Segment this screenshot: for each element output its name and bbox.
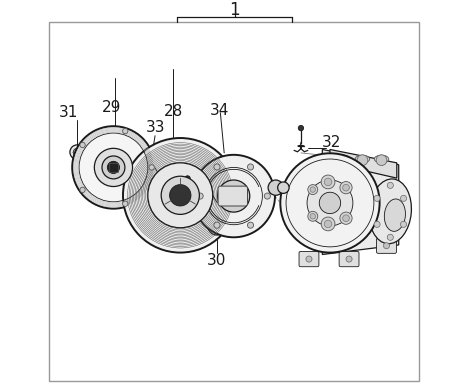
Circle shape: [94, 148, 133, 187]
Circle shape: [248, 164, 254, 170]
Ellipse shape: [336, 155, 351, 163]
Circle shape: [70, 145, 84, 159]
Text: 1: 1: [229, 1, 240, 19]
Circle shape: [102, 156, 125, 179]
Circle shape: [340, 212, 352, 224]
Circle shape: [170, 185, 191, 206]
Circle shape: [401, 221, 407, 228]
Circle shape: [192, 155, 275, 237]
Ellipse shape: [369, 179, 411, 244]
Circle shape: [123, 138, 238, 253]
Text: 34: 34: [210, 103, 230, 118]
Text: 33: 33: [146, 120, 166, 135]
Circle shape: [338, 155, 348, 166]
Circle shape: [161, 176, 199, 214]
Circle shape: [73, 148, 81, 156]
Circle shape: [149, 165, 154, 170]
Circle shape: [310, 214, 316, 219]
Circle shape: [280, 153, 379, 253]
Circle shape: [376, 155, 387, 166]
Circle shape: [324, 220, 332, 228]
Text: 32: 32: [322, 135, 341, 150]
Ellipse shape: [374, 155, 389, 163]
FancyBboxPatch shape: [339, 252, 359, 267]
Circle shape: [107, 161, 120, 173]
Circle shape: [298, 125, 303, 131]
Ellipse shape: [384, 199, 405, 231]
Circle shape: [343, 184, 349, 191]
Bar: [109, 163, 118, 172]
Circle shape: [401, 195, 407, 201]
Circle shape: [72, 126, 155, 209]
FancyBboxPatch shape: [377, 238, 396, 253]
Polygon shape: [322, 149, 399, 255]
Circle shape: [248, 222, 254, 228]
Circle shape: [310, 187, 316, 192]
Circle shape: [122, 128, 128, 134]
Circle shape: [214, 222, 220, 228]
Circle shape: [80, 187, 85, 193]
Circle shape: [321, 175, 335, 189]
Circle shape: [307, 180, 353, 226]
Text: 28: 28: [164, 104, 183, 119]
Circle shape: [308, 211, 318, 221]
Circle shape: [197, 193, 203, 199]
Ellipse shape: [355, 155, 370, 163]
Circle shape: [387, 234, 393, 240]
Circle shape: [148, 163, 213, 228]
Circle shape: [340, 182, 352, 194]
Polygon shape: [330, 149, 397, 178]
Circle shape: [80, 142, 85, 148]
Circle shape: [265, 193, 271, 199]
Circle shape: [185, 176, 190, 181]
FancyBboxPatch shape: [299, 252, 319, 267]
Text: 30: 30: [207, 253, 226, 269]
Circle shape: [357, 155, 368, 166]
Circle shape: [268, 180, 283, 195]
Circle shape: [122, 201, 128, 206]
Circle shape: [387, 182, 393, 188]
Circle shape: [374, 221, 380, 228]
Circle shape: [384, 243, 390, 249]
Circle shape: [346, 256, 352, 262]
Circle shape: [214, 164, 220, 170]
Circle shape: [374, 195, 380, 201]
Circle shape: [343, 215, 349, 222]
Circle shape: [218, 180, 250, 212]
Circle shape: [308, 185, 318, 195]
Text: 29: 29: [102, 100, 121, 115]
Circle shape: [319, 192, 340, 214]
Text: 31: 31: [59, 104, 78, 120]
Circle shape: [278, 182, 289, 194]
FancyBboxPatch shape: [218, 186, 248, 206]
Circle shape: [321, 217, 335, 231]
Circle shape: [324, 178, 332, 186]
Circle shape: [306, 256, 312, 262]
